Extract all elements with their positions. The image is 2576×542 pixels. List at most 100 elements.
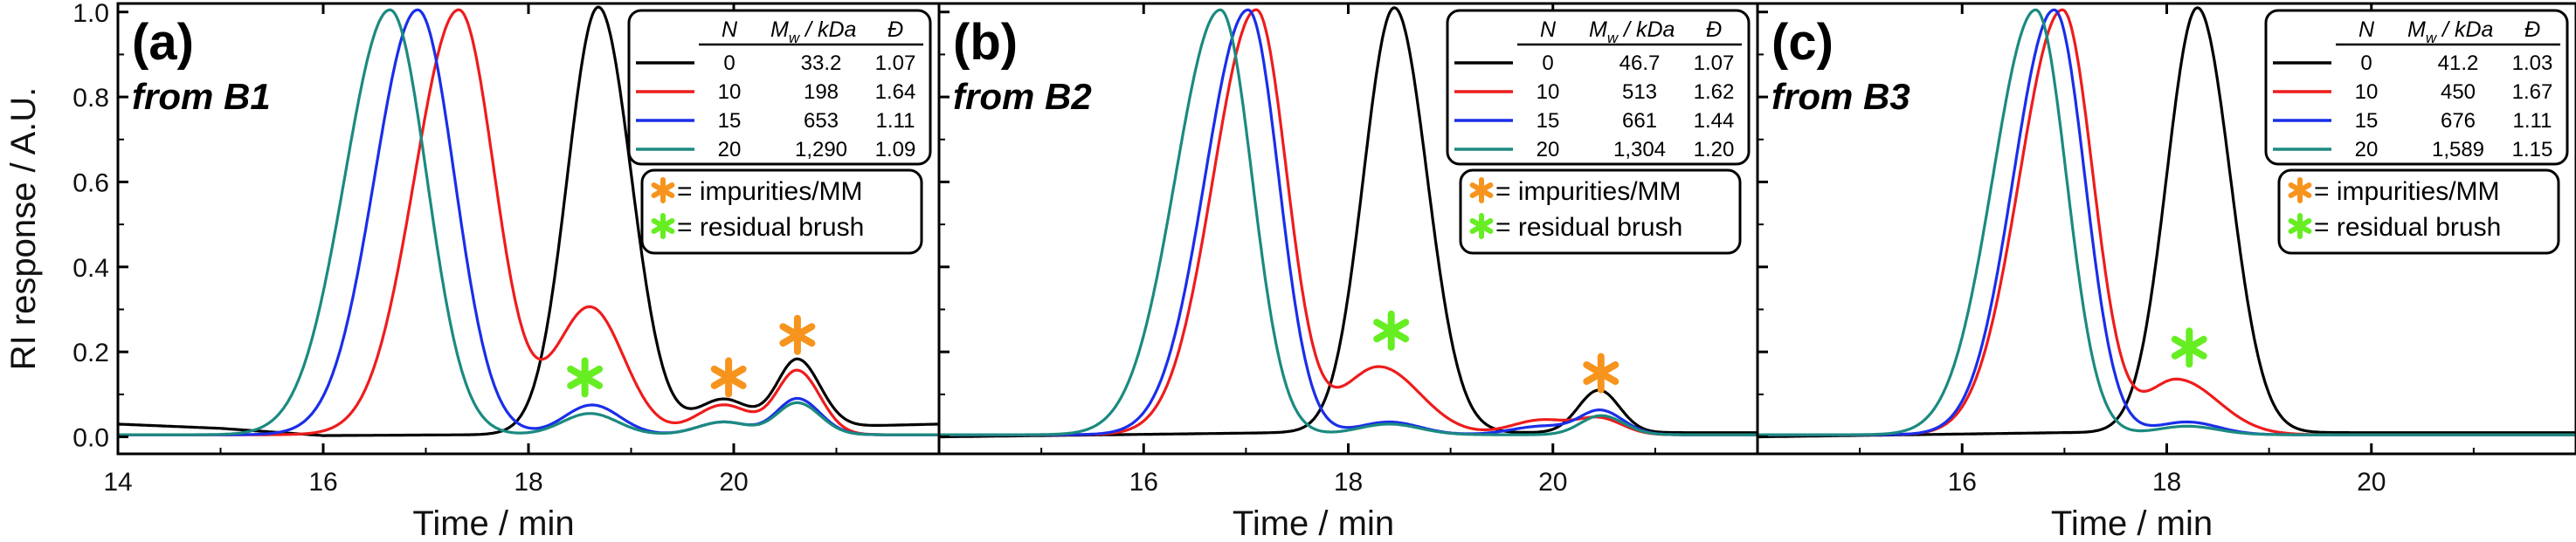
series-line-n15 — [939, 8, 1758, 436]
table-cell-n: 20 — [1537, 138, 1560, 161]
table-cell-dispersity: 1.67 — [2512, 80, 2553, 104]
x-tick-label: 20 — [719, 468, 748, 497]
y-tick-label: 0.4 — [73, 254, 109, 283]
table-cell-dispersity: 1.03 — [2512, 51, 2553, 75]
panel-letter: (a) — [132, 14, 194, 71]
x-tick-label: 18 — [514, 468, 542, 497]
table-header-n: N — [2358, 17, 2375, 42]
table-cell-dispersity: 1.62 — [1694, 80, 1735, 104]
asterisk-marker-1 — [2171, 327, 2207, 368]
table-cell-mw: 1,290 — [795, 138, 847, 161]
x-tick-label: 18 — [1334, 468, 1363, 497]
mw-symbol: M — [770, 17, 789, 42]
panel-subtitle: from B1 — [132, 76, 271, 117]
table-cell-n: 10 — [718, 80, 742, 104]
x-tick-label: 18 — [2152, 468, 2181, 497]
series-line-n15 — [118, 8, 939, 436]
symbol-legend: = impurities/MM = residual brush — [2277, 168, 2560, 255]
table-cell-n: 20 — [718, 138, 742, 161]
symbol-legend: = impurities/MM = residual brush — [1459, 168, 1742, 255]
y-tick-label: 0.6 — [73, 168, 109, 197]
panel-letter: (b) — [953, 14, 1018, 71]
asterisk-marker-2 — [710, 357, 747, 398]
asterisk-marker-1 — [1373, 310, 1410, 351]
legend-frame — [640, 168, 923, 255]
table-cell-mw: 676 — [2441, 109, 2476, 133]
x-tick-label: 16 — [1129, 468, 1158, 497]
chart-panel-3: 16 18 20 Time / min (c) from B3 N Mw / kDa Đ 0 41.… — [1756, 2, 2576, 542]
x-axis-title: Time / min — [2051, 504, 2213, 542]
panel-subtitle: from B2 — [953, 76, 1092, 117]
table-cell-n: 10 — [2355, 80, 2379, 104]
symbol-legend: = impurities/MM = residual brush — [640, 168, 923, 255]
y-tick-label: 0.0 — [73, 424, 109, 453]
table-cell-n: 15 — [2355, 109, 2379, 133]
legend-label: = impurities/MM — [2314, 177, 2500, 206]
table-cell-n: 20 — [2355, 138, 2379, 161]
table-cell-mw: 1,589 — [2432, 138, 2484, 161]
y-tick-label: 0.2 — [73, 339, 109, 367]
mw-subscript: w — [789, 30, 801, 46]
table-cell-dispersity: 1.09 — [875, 138, 916, 161]
table-cell-dispersity: 1.15 — [2512, 138, 2553, 161]
mw-data-table: N Mw / kDa Đ 0 46.7 1.07 10 513 1.62 15 661 1.44 20 1… — [1446, 9, 1751, 166]
table-header-mw: Mw / kDa — [770, 17, 857, 46]
legend-asterisk-icon — [2288, 177, 2312, 203]
table-header-dispersity: Đ — [2524, 17, 2540, 42]
legend-label: = impurities/MM — [1495, 177, 1682, 206]
table-cell-dispersity: 1.44 — [1694, 109, 1735, 133]
mw-symbol: M — [2407, 17, 2426, 42]
x-tick-label: 14 — [103, 468, 132, 497]
table-cell-mw: 661 — [1622, 109, 1657, 133]
table-cell-dispersity: 1.11 — [2513, 109, 2552, 133]
mw-subscript: w — [2426, 30, 2438, 46]
x-tick-label: 16 — [308, 468, 337, 497]
table-header-n: N — [722, 17, 738, 42]
legend-asterisk-icon — [1469, 177, 1494, 203]
panel-letter: (c) — [1771, 14, 1834, 71]
legend-asterisk-icon — [1469, 213, 1494, 239]
x-axis-title: Time / min — [1233, 504, 1394, 542]
table-header-dispersity: Đ — [887, 17, 903, 42]
mw-unit: / kDa — [799, 17, 856, 42]
chart-panel-2: 16 18 20 Time / min (b) from B2 N Mw / kDa Đ 0 46.… — [937, 2, 1759, 542]
asterisk-marker-1 — [567, 357, 604, 398]
legend-label: = residual brush — [1495, 213, 1682, 242]
table-header-dispersity: Đ — [1706, 17, 1722, 42]
y-axis-title: RI response / A.U. — [4, 87, 43, 371]
x-axis-title: Time / min — [412, 504, 574, 542]
table-cell-mw: 198 — [804, 80, 839, 104]
mw-subscript: w — [1607, 30, 1619, 46]
y-tick-label: 1.0 — [73, 0, 109, 28]
asterisk-marker-2 — [1583, 353, 1619, 394]
mw-unit: / kDa — [2436, 17, 2493, 42]
series-line-n20 — [118, 8, 939, 436]
legend-asterisk-icon — [651, 177, 675, 203]
legend-frame — [2277, 168, 2560, 255]
table-cell-mw: 41.2 — [2438, 51, 2479, 75]
x-tick-label: 16 — [1948, 468, 1977, 497]
table-cell-dispersity: 1.20 — [1694, 138, 1735, 161]
legend-label: = impurities/MM — [677, 177, 863, 206]
table-cell-mw: 1,304 — [1613, 138, 1666, 161]
series-line-n20 — [939, 8, 1758, 436]
panels-group: 14 16 18 20 0.0 0.2 0.4 0.6 0.8 1.0 Time / min (a) f… — [73, 0, 2576, 542]
asterisk-marker-3 — [779, 314, 816, 355]
legend-label: = residual brush — [677, 213, 864, 242]
table-cell-n: 15 — [1537, 109, 1560, 133]
table-cell-mw: 513 — [1622, 80, 1657, 104]
mw-data-table: N Mw / kDa Đ 0 33.2 1.07 10 198 1.64 15 653 1.11 20 1… — [627, 9, 932, 166]
mw-symbol: M — [1589, 17, 1607, 42]
chart-panel-1: 14 16 18 20 0.0 0.2 0.4 0.6 0.8 1.0 Time / min (a) f… — [73, 0, 941, 542]
table-cell-dispersity: 1.07 — [1694, 51, 1735, 75]
table-cell-mw: 450 — [2441, 80, 2476, 104]
table-cell-mw: 653 — [804, 109, 839, 133]
table-cell-mw: 33.2 — [801, 51, 842, 75]
table-cell-n: 15 — [718, 109, 742, 133]
legend-asterisk-icon — [2288, 213, 2312, 239]
mw-unit: / kDa — [1618, 17, 1675, 42]
table-cell-n: 0 — [1542, 51, 1553, 75]
x-tick-label: 20 — [2357, 468, 2386, 497]
